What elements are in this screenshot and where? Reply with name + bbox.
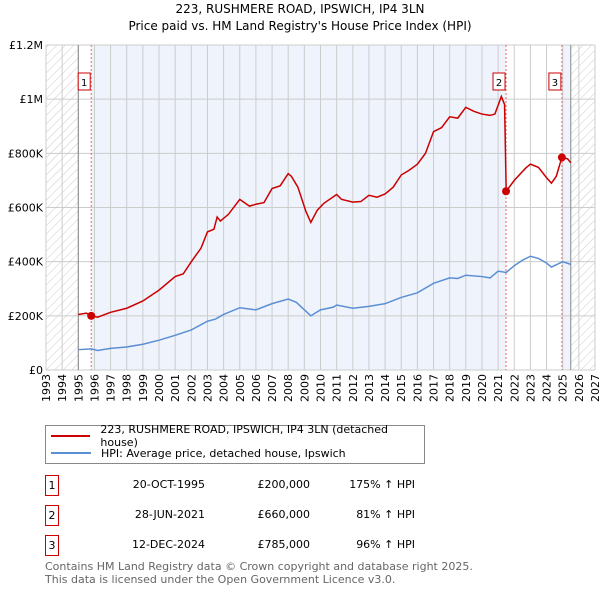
x-tick-label: 2002 [185, 374, 198, 402]
sale-point [557, 153, 566, 162]
chart-plot: 1993 1994 1995 1996 1997 1998 1999 2000 2001 2002… [8, 39, 600, 402]
x-tick-label: 2022 [508, 374, 521, 402]
x-tick-label: 2023 [524, 374, 537, 402]
x-tick-label: 2019 [460, 374, 473, 402]
sale-label-box [77, 72, 91, 91]
legend-label: HPI: Average price, detached house, Ipsw… [101, 446, 346, 460]
transaction-date: 12-DEC-2024 [131, 538, 205, 551]
transaction-row: 3 12-DEC-2024 £785,000 96% ↑ HPI [45, 535, 445, 556]
x-tick-label: 2018 [444, 374, 457, 402]
chart-subtitle: Price paid vs. HM Land Registry's House … [128, 19, 472, 33]
x-tick-label: 2009 [298, 374, 311, 402]
legend: 223, RUSHMERE ROAD, IPSWICH, IP4 3LN (de… [45, 423, 425, 464]
transaction-price: £660,000 [257, 508, 311, 521]
y-tick-label: £1M [20, 93, 44, 106]
footer-license: This data is licensed under the Open Gov… [45, 573, 396, 586]
legend-label: 223, RUSHMERE ROAD, IPSWICH, IP4 3LN (de… [100, 423, 388, 449]
sale-label-box [492, 72, 506, 91]
chart-title: 223, RUSHMERE ROAD, IPSWICH, IP4 3LN [175, 2, 425, 16]
y-tick-label: £400K [8, 256, 44, 269]
x-tick-label: 2024 [541, 374, 554, 402]
x-tick-label: 2003 [201, 374, 214, 402]
x-tick-label: 2008 [282, 374, 295, 402]
transaction-row: 2 28-JUN-2021 £660,000 81% ↑ HPI [45, 505, 445, 526]
transaction-price: £200,000 [257, 478, 311, 491]
legend-swatch-red [51, 435, 91, 437]
sale-label-box [548, 72, 562, 91]
y-tick-label: £600K [8, 202, 44, 215]
x-tick-label: 2001 [169, 374, 182, 402]
price-paid-line [78, 94, 572, 318]
transaction-number: 2 [45, 505, 59, 526]
x-tick-label: 1996 [88, 374, 101, 402]
x-tick-label: 2012 [347, 374, 360, 402]
sale-label: 3 [552, 78, 558, 89]
x-tick-label: 1994 [56, 374, 69, 402]
hpi-line [78, 255, 572, 352]
x-tick-label: 2011 [331, 374, 344, 402]
y-tick-label: £800K [8, 147, 44, 160]
x-tick-label: 2000 [153, 374, 166, 402]
y-tick-label: £1.2M [9, 39, 43, 52]
x-tick-label: 2013 [363, 374, 376, 402]
transaction-price: £785,000 [257, 538, 311, 551]
x-tick-label: 2026 [573, 374, 586, 402]
x-tick-label: 2020 [476, 374, 489, 402]
sale-point [502, 187, 511, 196]
transaction-row: 1 20-OCT-1995 £200,000 175% ↑ HPI [45, 475, 445, 496]
sale-point [87, 311, 96, 320]
transaction-number: 3 [45, 535, 59, 556]
legend-item-property: 223, RUSHMERE ROAD, IPSWICH, IP4 3LN (de… [51, 423, 424, 449]
x-tick-label: 1995 [72, 374, 85, 402]
transaction-number: 1 [45, 475, 59, 496]
x-tick-label: 2027 [589, 374, 600, 402]
footer-copyright: Contains HM Land Registry data © Crown c… [45, 560, 473, 573]
transaction-date: 28-JUN-2021 [134, 508, 205, 521]
x-tick-label: 2025 [557, 374, 570, 402]
y-tick-label: £200K [8, 310, 44, 323]
x-tick-label: 1998 [121, 374, 134, 402]
x-tick-label: 1993 [40, 374, 53, 402]
transaction-hpi: 81% ↑ HPI [356, 508, 415, 521]
sale-label: 2 [496, 78, 502, 89]
transaction-hpi: 175% ↑ HPI [349, 478, 415, 491]
x-tick-label: 2004 [218, 374, 231, 402]
x-tick-label: 1999 [137, 374, 150, 402]
transaction-hpi: 96% ↑ HPI [356, 538, 415, 551]
transaction-date: 20-OCT-1995 [132, 478, 205, 491]
y-tick-label: £0 [29, 364, 43, 377]
x-tick-label: 2017 [428, 374, 441, 402]
x-tick-label: 2015 [395, 374, 408, 402]
x-tick-label: 1997 [105, 374, 118, 402]
x-tick-label: 2007 [266, 374, 279, 402]
legend-item-hpi: HPI: Average price, detached house, Ipsw… [51, 445, 346, 461]
legend-swatch-blue [51, 452, 91, 454]
x-tick-label: 2016 [411, 374, 424, 402]
sale-label: 1 [81, 78, 87, 89]
x-tick-label: 2006 [250, 374, 263, 402]
x-tick-label: 2010 [315, 374, 328, 402]
x-tick-label: 2005 [234, 374, 247, 402]
x-tick-label: 2021 [492, 374, 505, 402]
x-tick-label: 2014 [379, 374, 392, 402]
